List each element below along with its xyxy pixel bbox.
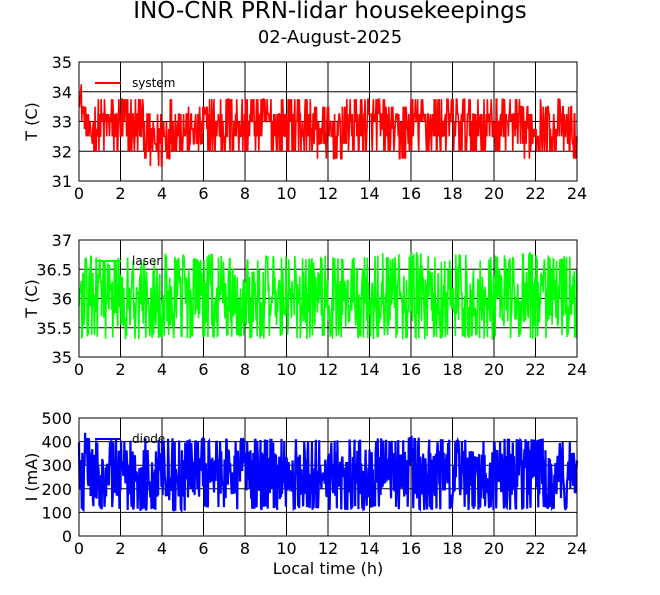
system-x-tick-label: 24 [567,184,587,203]
diode-x-tick-label: 18 [442,539,462,558]
diode-y-tick-label: 100 [41,503,72,522]
system-x-tick-label: 18 [442,184,462,203]
system-y-tick-label: 33 [52,113,72,132]
system-y-tick-label: 34 [52,83,72,102]
system-series [78,84,578,167]
diode-y-tick-label: 200 [41,480,72,499]
diode-x-tick-label: 10 [276,539,296,558]
laser-y-tick-label: 35 [52,348,72,367]
laser-x-tick-label: 0 [74,360,84,379]
laser-x-tick-label: 22 [525,360,545,379]
laser-y-tick-label: 37 [52,231,72,250]
laser-x-tick-label: 14 [359,360,379,379]
diode-x-tick-label: 4 [157,539,167,558]
laser-legend-label: laser [132,254,161,268]
diode-y-tick-label: 500 [41,409,72,428]
system-x-tick-label: 12 [318,184,338,203]
system-series-line [78,84,578,167]
diode-legend-label: diode [132,432,165,446]
laser-y-tick-label: 36.5 [36,260,72,279]
laser-x-tick-label: 20 [484,360,504,379]
diode-y-tick-label: 300 [41,456,72,475]
laser-x-tick-label: 8 [240,360,250,379]
laser-x-tick-label: 24 [567,360,587,379]
system-y-tick-label: 35 [52,53,72,72]
system-x-tick-label: 10 [276,184,296,203]
diode-x-tick-label: 22 [525,539,545,558]
laser-x-tick-label: 6 [198,360,208,379]
diode-y-tick-label: 400 [41,433,72,452]
system-x-tick-label: 8 [240,184,250,203]
diode-x-axis-label: Local time (h) [273,559,383,578]
system-x-tick-label: 4 [157,184,167,203]
diode-y-tick-label: 0 [62,527,72,546]
system-x-tick-label: 2 [115,184,125,203]
laser-x-tick-label: 4 [157,360,167,379]
laser-y-axis-label: T (C) [22,279,41,319]
diode-plot-frame [78,417,578,537]
laser-series [78,251,578,341]
laser-plot-frame [78,239,578,358]
system-plot-frame [78,61,578,182]
system-x-tick-label: 0 [74,184,84,203]
diode-y-axis-label: I (mA) [22,453,41,502]
system-y-tick-label: 31 [52,172,72,191]
system-x-tick-label: 16 [401,184,421,203]
laser-y-tick-label: 35.5 [36,319,72,338]
diode-x-tick-label: 12 [318,539,338,558]
diode-x-tick-label: 16 [401,539,421,558]
diode-series [77,432,579,514]
laser-x-tick-label: 18 [442,360,462,379]
diode-x-tick-label: 14 [359,539,379,558]
system-y-axis-label: T (C) [22,102,41,142]
laser-y-tick-label: 36 [52,290,72,309]
chart-title: INO-CNR PRN-lidar housekeepings [133,0,527,24]
diode-x-tick-label: 24 [567,539,587,558]
system-legend-label: system [132,76,175,90]
diode-x-tick-label: 0 [74,539,84,558]
laser-x-tick-label: 10 [276,360,296,379]
system-y-tick-label: 32 [52,142,72,161]
laser-series-line [78,251,578,341]
system-x-tick-label: 22 [525,184,545,203]
laser-x-tick-label: 2 [115,360,125,379]
diode-series-line [77,432,579,514]
diode-x-tick-label: 6 [198,539,208,558]
diode-x-tick-label: 2 [115,539,125,558]
system-x-tick-label: 14 [359,184,379,203]
chart-subtitle: 02-August-2025 [257,27,403,48]
diode-x-tick-label: 20 [484,539,504,558]
system-x-tick-label: 6 [198,184,208,203]
diode-x-tick-label: 8 [240,539,250,558]
system-x-tick-label: 20 [484,184,504,203]
laser-x-tick-label: 16 [401,360,421,379]
laser-x-tick-label: 12 [318,360,338,379]
